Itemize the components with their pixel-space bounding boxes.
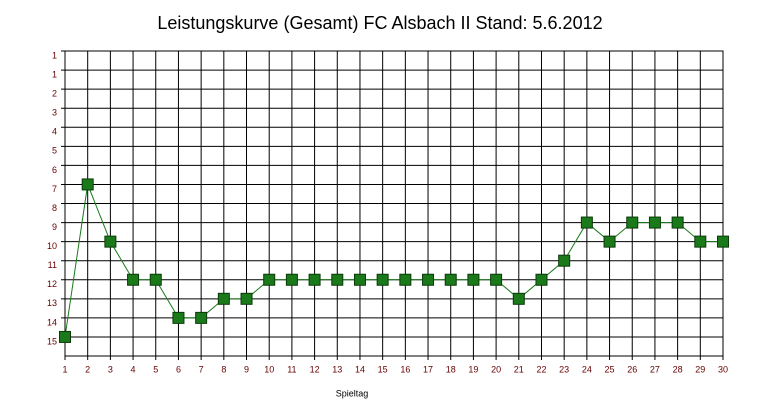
data-point (172, 311, 185, 324)
data-point (626, 216, 639, 229)
x-tick-label: 4 (131, 364, 136, 374)
x-tick-label: 19 (468, 364, 478, 374)
y-tick-label: 10 (47, 241, 57, 251)
x-tick-label: 7 (199, 364, 204, 374)
data-point (353, 273, 366, 286)
y-tick-label: 13 (47, 298, 57, 308)
y-tick-label: 3 (52, 108, 57, 118)
x-tick-label: 15 (378, 364, 388, 374)
x-tick-label: 1 (62, 364, 67, 374)
y-tick-label: 6 (52, 165, 57, 175)
y-tick-label: 8 (52, 203, 57, 213)
data-point (399, 273, 412, 286)
data-point (694, 235, 707, 248)
y-tick-label: 12 (47, 279, 57, 289)
data-point (580, 216, 593, 229)
x-tick-label: 2 (85, 364, 90, 374)
y-tick-label: 1 (52, 50, 57, 60)
y-tick-label: 14 (47, 317, 57, 327)
x-tick-label: 20 (491, 364, 501, 374)
x-tick-label: 26 (627, 364, 637, 374)
x-tick-label: 24 (582, 364, 592, 374)
data-point (195, 311, 208, 324)
y-tick-label: 11 (48, 260, 57, 270)
y-tick-label: 1 (52, 69, 57, 79)
x-axis-label: Spieltag (336, 388, 369, 398)
data-point (467, 273, 480, 286)
x-tick-label: 25 (605, 364, 615, 374)
data-point (512, 292, 525, 305)
y-tick-label: 5 (52, 146, 57, 156)
data-point (648, 216, 661, 229)
x-tick-label: 21 (514, 364, 524, 374)
x-tick-label: 13 (332, 364, 342, 374)
data-point (240, 292, 253, 305)
x-tick-label: 3 (108, 364, 113, 374)
x-tick-label: 12 (310, 364, 320, 374)
data-point (671, 216, 684, 229)
x-tick-label: 11 (287, 364, 296, 374)
data-point (149, 273, 162, 286)
data-point (490, 273, 503, 286)
y-tick-label: 15 (47, 336, 57, 346)
x-tick-label: 5 (153, 364, 158, 374)
data-point (376, 273, 389, 286)
data-point (308, 273, 321, 286)
x-tick-label: 14 (355, 364, 365, 374)
data-point (127, 273, 140, 286)
x-tick-label: 28 (673, 364, 683, 374)
x-tick-label: 10 (264, 364, 274, 374)
data-point (81, 178, 94, 191)
x-tick-label: 17 (423, 364, 433, 374)
y-tick-label: 4 (52, 127, 57, 137)
x-tick-label: 18 (446, 364, 456, 374)
data-point (331, 273, 344, 286)
data-point (285, 273, 298, 286)
x-tick-label: 29 (695, 364, 705, 374)
x-tick-label: 22 (536, 364, 546, 374)
data-point (444, 273, 457, 286)
x-tick-label: 6 (176, 364, 181, 374)
chart-title: Leistungskurve (Gesamt) FC Alsbach II St… (157, 13, 602, 33)
data-point (422, 273, 435, 286)
data-point (104, 235, 117, 248)
x-tick-label: 30 (718, 364, 728, 374)
y-tick-label: 2 (52, 89, 57, 99)
data-point (217, 292, 230, 305)
data-point (558, 254, 571, 267)
x-tick-label: 27 (650, 364, 660, 374)
x-tick-label: 16 (400, 364, 410, 374)
y-tick-label: 9 (52, 222, 57, 232)
x-tick-label: 9 (244, 364, 249, 374)
x-tick-label: 23 (559, 364, 569, 374)
data-point (263, 273, 276, 286)
data-point (535, 273, 548, 286)
data-point (603, 235, 616, 248)
data-point (717, 235, 729, 248)
data-point (59, 330, 71, 343)
x-tick-label: 8 (221, 364, 226, 374)
y-tick-label: 7 (52, 184, 57, 194)
